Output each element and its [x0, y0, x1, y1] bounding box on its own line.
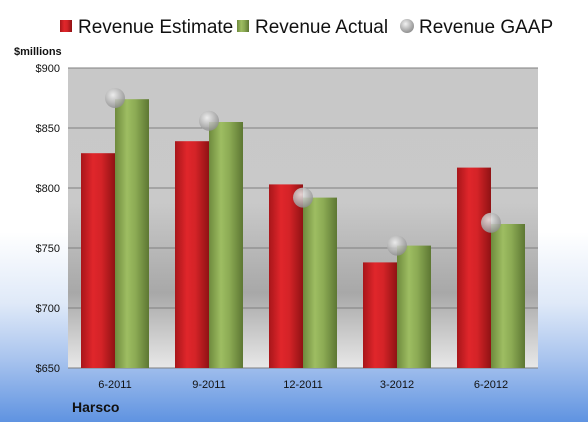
bar-revenue-actual [209, 122, 243, 368]
y-axis-unit-label: $millions [14, 46, 62, 58]
legend-label-actual: Revenue Actual [255, 17, 388, 38]
y-tick-label: $850 [36, 123, 60, 135]
marker-revenue-gaap [481, 212, 501, 233]
bars [81, 99, 525, 368]
marker-revenue-gaap [105, 88, 125, 108]
bar-revenue-actual [491, 224, 525, 368]
x-axis: 6-2011 9-2011 12-2011 3-2012 6-2012 [98, 379, 508, 391]
x-tick-label: 12-2011 [283, 379, 323, 391]
x-tick-label: 6-2011 [98, 379, 131, 391]
x-tick-label: 3-2012 [380, 379, 414, 391]
gaap-markers [105, 88, 501, 256]
bar-revenue-actual [397, 245, 431, 368]
legend: Revenue Estimate Revenue Actual Revenue … [60, 17, 553, 38]
legend-swatch-estimate [60, 20, 72, 32]
y-tick-label: $750 [36, 243, 60, 255]
legend-swatch-gaap [400, 19, 414, 33]
legend-label-gaap: Revenue GAAP [419, 17, 553, 38]
marker-revenue-gaap [387, 235, 407, 256]
x-tick-label: 9-2011 [192, 379, 225, 391]
y-tick-label: $900 [36, 63, 60, 75]
y-tick-label: $800 [36, 183, 60, 195]
bar-revenue-estimate [81, 153, 115, 368]
bar-revenue-estimate [457, 167, 491, 368]
y-axis: $650 $700 $750 $800 $850 $900 [36, 63, 60, 375]
x-tick-label: 6-2012 [474, 379, 508, 391]
marker-revenue-gaap [199, 110, 219, 131]
legend-label-estimate: Revenue Estimate [78, 17, 233, 38]
legend-swatch-actual [237, 20, 249, 32]
y-tick-label: $700 [36, 303, 60, 315]
bar-revenue-actual [303, 197, 337, 368]
bar-revenue-estimate [175, 141, 209, 368]
bar-revenue-actual [115, 99, 149, 368]
company-name: Harsco [72, 399, 119, 415]
marker-revenue-gaap [293, 187, 313, 208]
y-tick-label: $650 [36, 363, 60, 375]
bar-revenue-estimate [269, 184, 303, 368]
bar-revenue-estimate [363, 262, 397, 368]
